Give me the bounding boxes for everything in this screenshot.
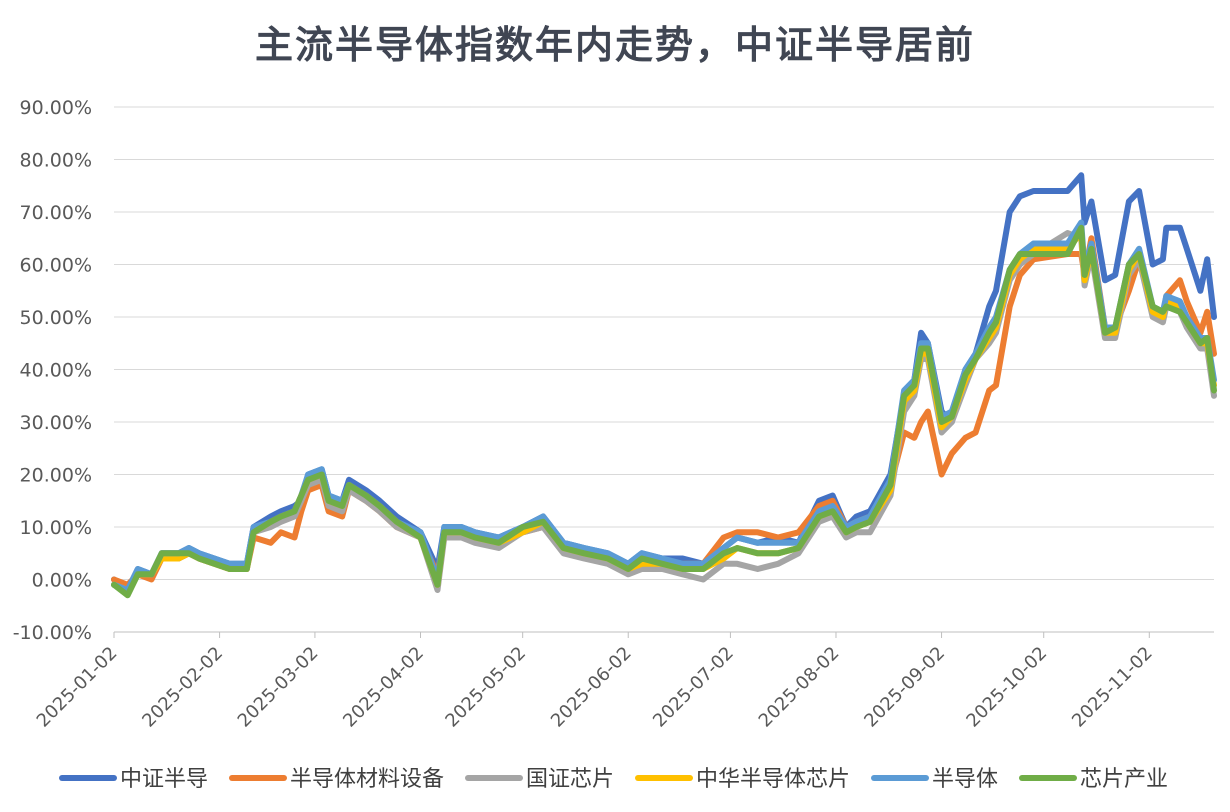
legend-item: 中证半导: [59, 767, 208, 792]
y-axis: 90.00% 80.00% 70.00% 60.00% 50.00% 40.00% 30.0…: [13, 97, 92, 644]
x-tick-label: 2025-07-02: [649, 643, 738, 732]
y-tick-label: 50.00%: [20, 307, 92, 329]
legend-item: 半导体: [871, 767, 998, 792]
x-tick-label: 2025-03-02: [234, 643, 323, 732]
legend-label: 国证芯片: [526, 767, 614, 792]
legend-item: 芯片产业: [1019, 767, 1168, 792]
series-line-中证半导: [111, 172, 1217, 593]
chart-title: 主流半导体指数年内走势，中证半导居前: [254, 23, 975, 67]
legend-item: 中华半导体芯片: [635, 767, 850, 792]
x-tick-label: 2025-11-02: [1068, 643, 1157, 732]
legend-label: 芯片产业: [1080, 767, 1168, 792]
x-tick-label: 2025-01-02: [33, 643, 122, 732]
series-line-芯片产业: [111, 224, 1217, 599]
y-tick-label: 10.00%: [20, 517, 92, 539]
x-tick-label: 2025-10-02: [962, 643, 1051, 732]
legend-item: 国证芯片: [465, 767, 614, 792]
legend-label: 中证半导: [120, 767, 208, 792]
y-tick-label: 20.00%: [20, 465, 92, 487]
y-tick-label: 40.00%: [20, 360, 92, 382]
x-axis: 2025-01-02 2025-02-02 2025-03-02 2025-04-02…: [33, 631, 1214, 732]
legend-label: 半导体: [932, 767, 998, 792]
x-tick-label: 2025-02-02: [138, 643, 227, 732]
x-tick-label: 2025-05-02: [441, 643, 530, 732]
y-tick-label: 0.00%: [32, 570, 92, 592]
legend-label: 半导体材料设备: [290, 767, 444, 792]
x-tick-label: 2025-09-02: [860, 643, 949, 732]
y-tick-label: 80.00%: [20, 150, 92, 172]
legend: 中证半导 半导体材料设备 国证芯片 中华半导体芯片 半导体 芯片产业: [59, 767, 1168, 792]
series-line-国证芯片: [111, 230, 1217, 593]
legend-item: 半导体材料设备: [229, 767, 444, 792]
x-tick-label: 2025-04-02: [339, 643, 428, 732]
y-tick-label: -10.00%: [13, 622, 92, 644]
legend-label: 中华半导体芯片: [696, 767, 850, 792]
series-lines: [111, 172, 1217, 599]
series-line-半导体材料设备: [111, 235, 1217, 588]
y-tick-label: 60.00%: [20, 255, 92, 277]
y-tick-label: 70.00%: [20, 202, 92, 224]
y-tick-label: 90.00%: [20, 97, 92, 119]
y-tick-label: 30.00%: [20, 412, 92, 434]
x-tick-label: 2025-08-02: [755, 643, 844, 732]
x-tick-label: 2025-06-02: [547, 643, 636, 732]
gridlines: [114, 106, 1214, 633]
